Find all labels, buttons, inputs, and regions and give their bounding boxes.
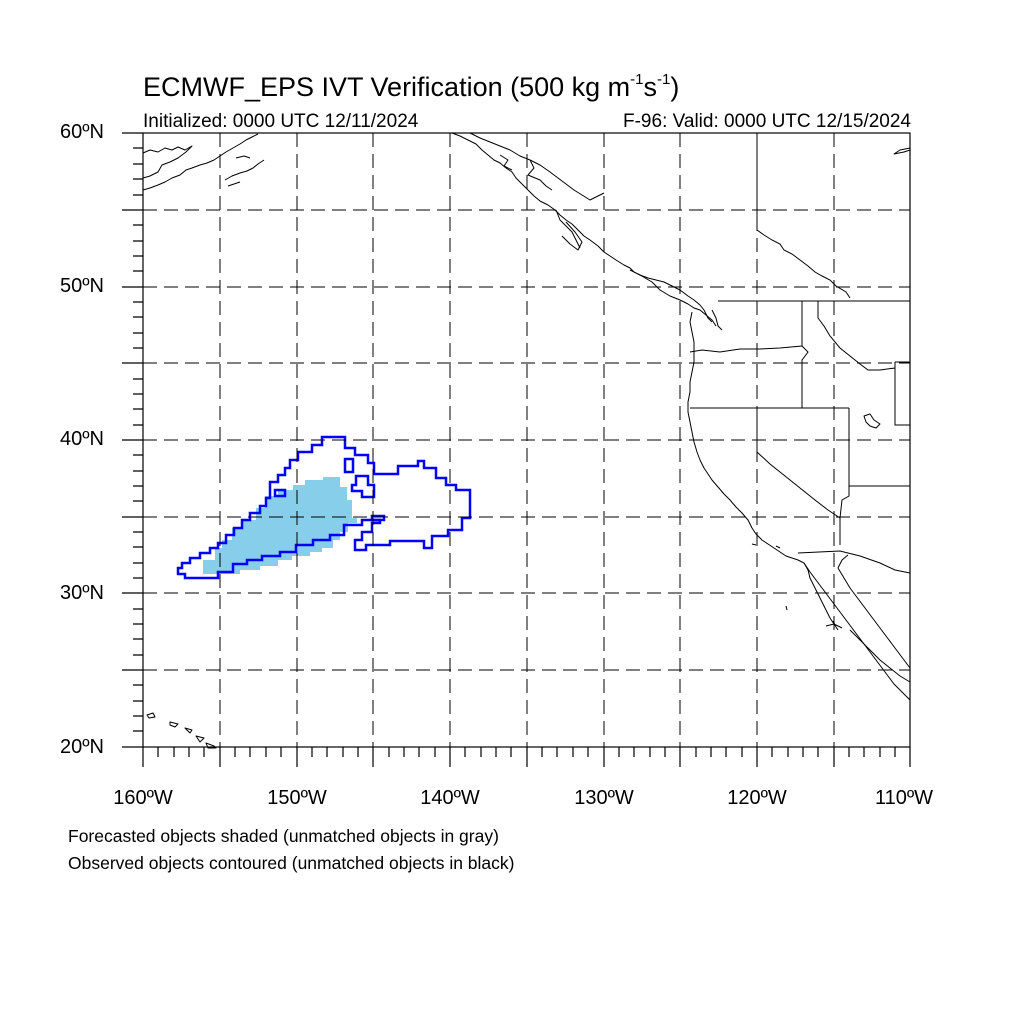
coastlines xyxy=(142,132,911,749)
lat-label-30n: 30ºN xyxy=(60,582,104,604)
political-boundaries xyxy=(689,133,911,574)
lon-label-130w: 130ºW xyxy=(574,787,634,809)
lat-label-20n: 20ºN xyxy=(60,736,104,758)
lon-label-140w: 140ºW xyxy=(420,787,480,809)
lat-lon-grid xyxy=(143,133,910,747)
observed-legend-note: Observed objects contoured (unmatched ob… xyxy=(68,853,515,873)
lon-label-110w: 110ºW xyxy=(874,787,934,809)
observed-object-contour xyxy=(176,435,472,580)
initialized-time: Initialized: 0000 UTC 12/11/2024 xyxy=(143,111,419,132)
lon-label-150w: 150ºW xyxy=(267,787,327,809)
map-title: ECMWF_EPS IVT Verification (500 kg m-1s-… xyxy=(143,71,680,102)
forecast-legend-note: Forecasted objects shaded (unmatched obj… xyxy=(68,826,499,846)
lon-label-120w: 120ºW xyxy=(727,787,787,809)
valid-time: F-96: Valid: 0000 UTC 12/15/2024 xyxy=(623,111,911,132)
map-frame xyxy=(122,132,911,767)
lat-label-50n: 50ºN xyxy=(60,275,104,297)
forecast-object xyxy=(203,477,357,574)
lat-label-40n: 40ºN xyxy=(60,428,104,450)
lat-label-60n: 60ºN xyxy=(60,121,104,143)
lon-label-160w: 160ºW xyxy=(113,787,173,809)
